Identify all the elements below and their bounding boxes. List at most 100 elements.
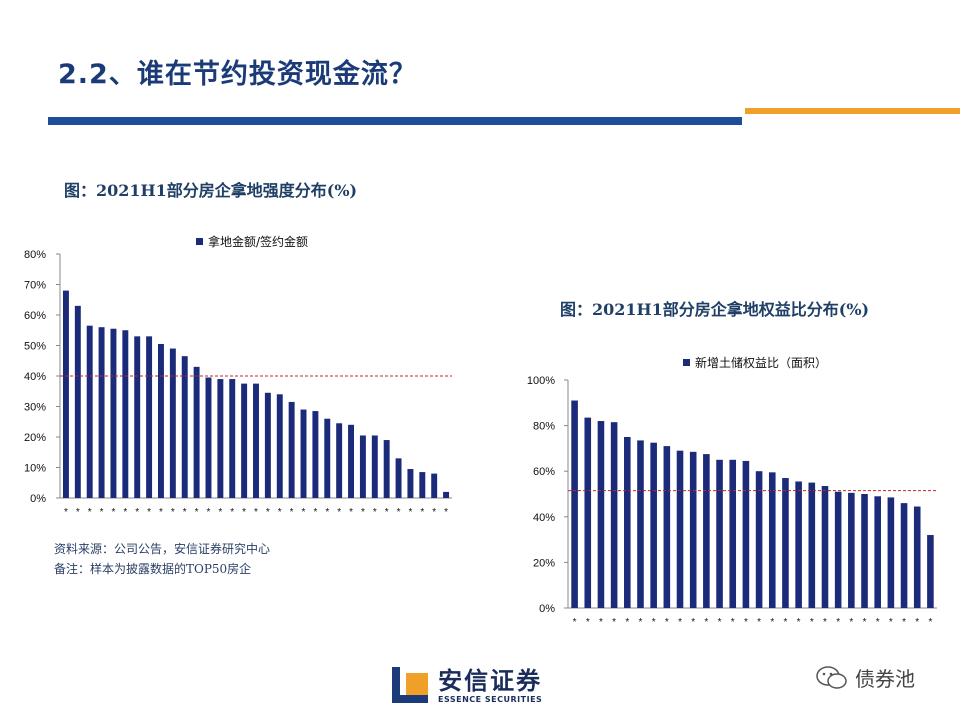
x-tick-label: * [678,617,682,628]
x-tick-label: * [902,617,906,628]
bar [300,409,307,498]
bar [443,491,450,498]
bar [610,422,618,608]
bar [689,451,697,608]
title-rule-blue [48,117,742,125]
x-tick-label: * [100,507,104,518]
y-tick-label: 20% [24,432,46,444]
x-tick-label: * [915,617,919,628]
y-tick-label: 0% [30,493,46,505]
x-tick-label: * [731,617,735,628]
bar [383,440,390,498]
x-tick-label: * [691,617,695,628]
y-tick-label: 100% [527,375,555,387]
logo-cn-text: 安信证券 [438,666,543,695]
chart1-legend: 拿地金额/签约金额 [196,233,308,250]
x-tick-label: * [266,507,270,518]
x-tick-label: * [302,507,306,518]
bar [74,305,81,498]
bar [193,366,200,498]
y-tick-label: 50% [24,341,46,353]
remark-note: 备注：样本为披露数据的TOP50房企 [54,562,252,576]
x-tick-label: * [218,507,222,518]
y-tick-label: 0% [539,603,555,615]
bar [229,379,236,498]
x-tick-label: * [159,507,163,518]
bar [86,325,93,498]
bar [264,392,271,498]
x-tick-label: * [207,507,211,518]
x-tick-label: * [625,617,629,628]
bar [637,440,644,608]
bar [348,424,354,498]
x-tick-label: * [278,507,282,518]
bar [584,417,592,608]
x-tick-label: * [744,617,748,628]
company-logo: 安信证券 ESSENCE SECURITIES [390,665,542,705]
x-tick-label: * [770,617,774,628]
x-tick-label: * [586,617,590,628]
title-rule-orange [745,108,960,114]
x-tick-label: * [432,507,436,518]
legend-swatch [683,359,690,366]
x-tick-label: * [836,617,840,628]
x-tick-label: * [195,507,199,518]
x-tick-label: * [64,507,68,518]
x-tick-label: * [88,507,92,518]
bar [861,494,868,608]
bar [571,400,578,608]
x-tick-label: * [810,617,814,628]
x-tick-label: * [290,507,294,518]
bar [122,330,129,498]
bar [288,401,295,498]
x-tick-label: * [863,617,867,628]
chart1-group: 0% 10% 20% 30% 40% 50% 60% 70% 80% * * * * * * * * * * * * * *… [24,249,452,518]
x-tick-label: * [171,507,175,518]
x-tick-label: * [147,507,151,518]
x-tick-label: * [797,617,801,628]
bar [742,460,750,608]
x-tick-label: * [183,507,187,518]
bar [158,343,164,498]
bar [395,458,402,498]
x-tick-label: * [599,617,603,628]
bar [62,290,69,498]
y-tick-label: 40% [533,512,555,524]
x-tick-label: * [420,507,424,518]
bar [676,450,684,608]
bar [808,482,816,608]
source-note: 资料来源：公司公告，安信证券研究中心 [54,542,271,556]
x-tick-label: * [373,507,377,518]
y-tick-label: 80% [533,421,555,433]
bar [324,418,331,498]
bar [716,459,723,608]
x-tick-label: * [325,507,329,518]
bar [703,454,710,608]
x-tick-label: * [823,617,827,628]
x-tick-label: * [639,617,643,628]
x-tick-label: * [361,507,365,518]
bar [276,394,283,498]
watermark-text: 债券池 [855,667,915,691]
x-tick-label: * [135,507,139,518]
x-tick-label: * [112,507,116,518]
y-tick-label: 70% [24,280,46,292]
x-tick-label: * [408,507,412,518]
bar [336,423,343,498]
chart1-title: 图：2021H1部分房企拿地强度分布(%) [64,181,358,200]
bar [874,496,881,608]
x-tick-label: * [444,507,448,518]
bar [359,435,366,498]
x-tick-label: * [76,507,80,518]
bar [650,442,657,608]
chart2-legend: 新增土储权益比（面积） [683,354,827,371]
bar [834,491,842,608]
bar [663,446,671,608]
y-tick-label: 60% [533,466,555,478]
bar [431,473,438,498]
y-tick-label: 40% [24,371,46,383]
bar [110,328,117,498]
y-tick-label: 80% [24,249,46,261]
bar [146,336,153,498]
x-tick-label: * [254,507,258,518]
